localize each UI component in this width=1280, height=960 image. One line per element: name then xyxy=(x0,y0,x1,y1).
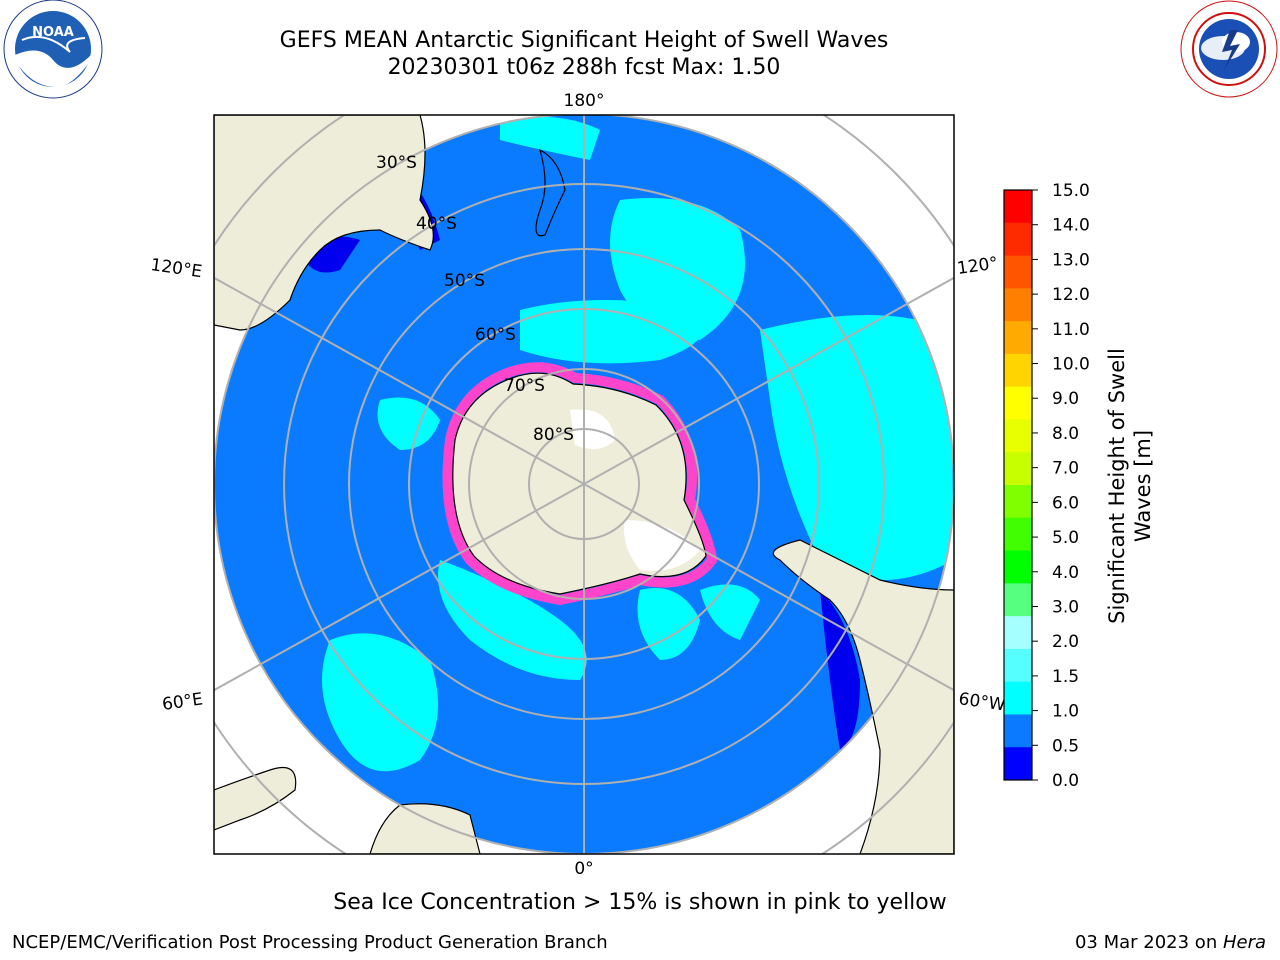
colorbar-label-line1: Significant Height of Swell xyxy=(1105,348,1129,624)
sea-ice-note: Sea Ice Concentration > 15% is shown in … xyxy=(333,890,947,915)
colorbar-segment xyxy=(1004,255,1032,289)
colorbar-segment xyxy=(1004,648,1032,683)
map-frame xyxy=(213,114,955,855)
colorbar-segment xyxy=(1004,517,1032,552)
colorbar-tick-label: 1.0 xyxy=(1052,702,1079,722)
colorbar-tick-label: 1.5 xyxy=(1052,667,1079,687)
lat-label-50s: 50°S xyxy=(444,271,485,291)
noaa-logo-icon: NOAA xyxy=(3,0,103,99)
colorbar-tick-label: 9.0 xyxy=(1052,389,1079,409)
colorbar-segment xyxy=(1004,714,1032,748)
colorbar-tick-label: 6.0 xyxy=(1052,493,1079,513)
footer-date: 03 Mar 2023 on Hera xyxy=(1075,932,1266,953)
colorbar-tick-label: 15.0 xyxy=(1052,181,1090,201)
lon-label-left-upper: 120°E xyxy=(149,255,203,282)
colorbar-tick-label: 7.0 xyxy=(1052,459,1079,479)
nws-logo-icon xyxy=(1180,0,1278,98)
lon-label-bottom: 0° xyxy=(574,859,593,879)
lon-label-right-upper: 120° xyxy=(956,253,999,279)
colorbar-segment xyxy=(1004,485,1032,519)
colorbar-tick-label: 0.5 xyxy=(1052,736,1079,756)
colorbar-segment xyxy=(1004,583,1032,617)
footer-date-text: 03 Mar 2023 on xyxy=(1074,932,1223,953)
chart-title: GEFS MEAN Antarctic Significant Height o… xyxy=(279,28,889,53)
lon-label-left-lower: 60°E xyxy=(161,689,204,714)
colorbar-tick-label: 4.0 xyxy=(1052,563,1079,583)
land-south-america xyxy=(772,539,954,854)
lon-label-right-lower: 60°W xyxy=(957,689,1006,715)
footer-machine: Hera xyxy=(1222,932,1266,953)
colorbar-tick-label: 8.0 xyxy=(1052,424,1079,444)
colorbar-segment xyxy=(1004,616,1032,650)
noaa-logo-text: NOAA xyxy=(32,25,74,40)
lat-label-60s: 60°S xyxy=(475,325,516,345)
meridian-grid xyxy=(214,115,954,854)
colorbar-tick-label: 11.0 xyxy=(1052,320,1090,340)
colorbar-segment xyxy=(1004,681,1032,715)
colorbar-segment xyxy=(1004,288,1032,322)
land-madagascar xyxy=(214,766,297,831)
colorbar-frame xyxy=(1003,189,1033,781)
lat-label-40s: 40°S xyxy=(416,214,457,234)
colorbar-tick-label: 2.0 xyxy=(1052,632,1079,652)
lon-label-top: 180° xyxy=(564,91,605,111)
chart-subtitle: 20230301 t06z 288h fcst Max: 1.50 xyxy=(387,55,781,80)
colorbar-tick-label: 13.0 xyxy=(1052,250,1090,270)
colorbar-segment xyxy=(1004,222,1032,257)
colorbar-tick-label: 12.0 xyxy=(1052,285,1090,305)
land-new-zealand xyxy=(535,148,566,237)
colorbar-segment xyxy=(1004,452,1032,486)
colorbar-segment xyxy=(1004,353,1032,388)
lat-label-30s: 30°S xyxy=(376,153,417,173)
colorbar-segment xyxy=(1004,747,1032,781)
land-africa xyxy=(369,803,481,854)
weddell-ice xyxy=(624,520,700,571)
colorbar-segment xyxy=(1004,386,1032,420)
colorbar-tick-label: 5.0 xyxy=(1052,528,1079,548)
colorbar-segment xyxy=(1004,190,1032,224)
colorbar-tick-label: 14.0 xyxy=(1052,216,1090,236)
lat-label-70s: 70°S xyxy=(504,376,545,396)
colorbar-segment xyxy=(1004,321,1032,355)
colorbar-segment xyxy=(1004,419,1032,453)
colorbar-tick-label: 10.0 xyxy=(1052,355,1090,375)
colorbar-segment xyxy=(1004,550,1032,584)
footer-credit: NCEP/EMC/Verification Post Processing Pr… xyxy=(12,932,608,953)
colorbar-tick-label: 3.0 xyxy=(1052,597,1079,617)
colorbar-label-line2: Waves [m] xyxy=(1131,430,1155,542)
sea-ice-edge xyxy=(442,362,718,606)
lat-label-80s: 80°S xyxy=(533,425,574,445)
colorbar-tick-label: 0.0 xyxy=(1052,771,1079,791)
colorbar: 15.0 14.0 13.0 12.0 11.0 10.0 9.0 8.0 7.0 6.0 5.0 4… xyxy=(1003,181,1090,791)
